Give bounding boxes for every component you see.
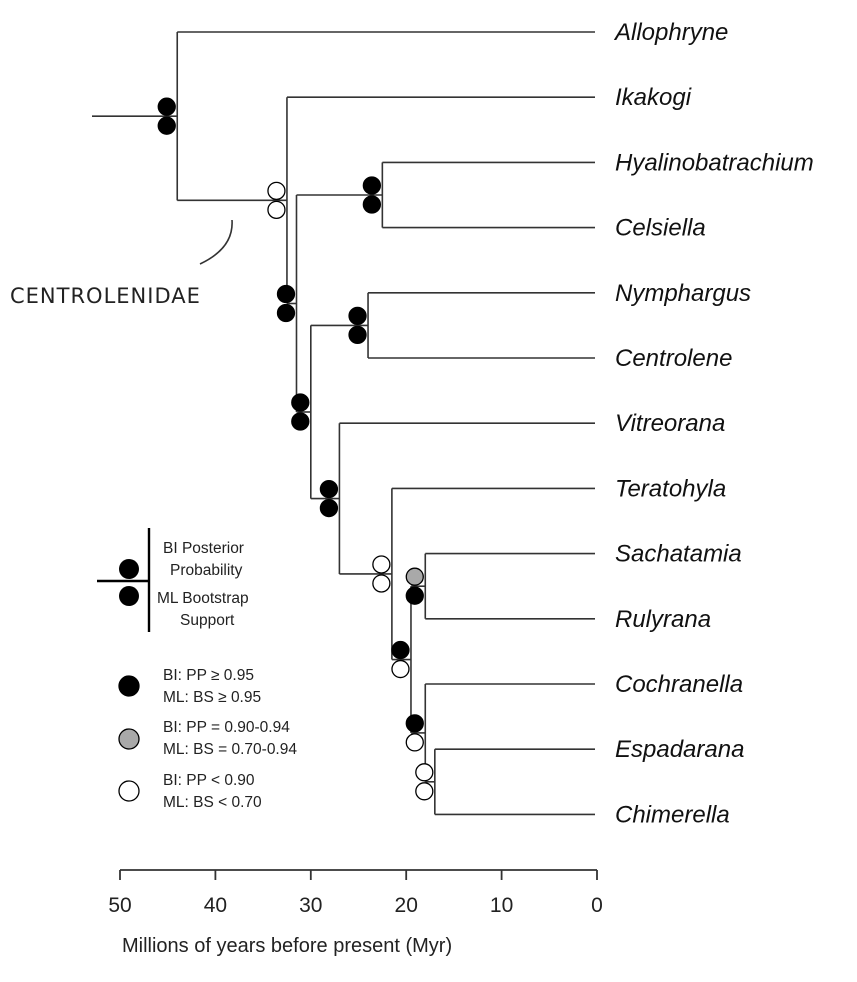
legend-bi-label-1: BI Posterior	[163, 540, 244, 557]
legend-ml-dot	[119, 586, 139, 606]
bi-support-dot-root	[157, 97, 176, 116]
bi-support-dot-n_rest	[291, 393, 310, 412]
axis-tick-label-30: 30	[299, 894, 322, 917]
taxon-label-cochranella: Cochranella	[615, 671, 743, 698]
tree-branches	[92, 31, 595, 816]
axis-tick-label-50: 50	[108, 894, 131, 917]
legend-black-dot	[118, 675, 140, 697]
ml-support-dot-n_vit	[319, 498, 339, 518]
ml-support-dot-n_nym	[348, 325, 367, 345]
time-axis: 50 40 30 20 10 0	[108, 869, 603, 917]
legend-white-dot	[118, 780, 140, 802]
legend-gray-bi: BI: PP = 0.90-0.94	[163, 719, 290, 736]
taxon-label-sachatamia: Sachatamia	[615, 541, 742, 568]
legend-bi-label-2: Probability	[170, 562, 243, 579]
taxon-labels: Allophryne Ikakogi Hyalinobatrachium Celsie…	[613, 19, 814, 828]
bi-support-dot-n_sach	[391, 640, 410, 660]
axis-tick-label-20: 20	[395, 894, 418, 917]
axis-tick-label-0: 0	[591, 894, 603, 917]
taxon-label-celsiella: Celsiella	[615, 215, 706, 242]
axis-tick-label-40: 40	[204, 894, 227, 917]
taxon-label-vitreorana: Vitreorana	[615, 410, 725, 437]
ml-support-dot-n_sr	[405, 586, 424, 605]
bi-support-dot-n_sr	[405, 567, 424, 586]
taxon-label-hyalinobatrachium: Hyalinobatrachium	[615, 149, 814, 176]
ml-support-dot-n_main	[276, 303, 296, 323]
taxon-label-nymphargus: Nymphargus	[615, 280, 751, 307]
legend-bi-dot	[119, 559, 139, 579]
clade-label: CENTROLENIDAE	[10, 284, 201, 308]
centrolenidae-bracket	[199, 219, 233, 265]
bi-support-dot-n_esp	[415, 763, 434, 782]
legend-gray-dot	[118, 728, 140, 750]
ml-support-dot-n_esp	[415, 782, 434, 801]
bi-support-dot-n_main	[276, 284, 296, 304]
taxon-label-teratohyla: Teratohyla	[615, 475, 726, 502]
legend-black-ml: ML: BS ≥ 0.95	[163, 689, 261, 706]
bi-support-dot-centrolenidae	[267, 181, 286, 200]
ml-support-dot-n_tera	[372, 574, 391, 593]
taxon-label-espadarana: Espadarana	[615, 736, 744, 763]
axis-tick-label-10: 10	[490, 894, 513, 917]
ml-support-dot-n_rest	[291, 412, 310, 431]
taxon-label-ikakogi: Ikakogi	[615, 84, 692, 111]
taxon-label-centrolene: Centrolene	[615, 345, 732, 372]
legend-white-ml: ML: BS < 0.70	[163, 794, 262, 811]
bi-support-dot-n_hyal	[362, 176, 382, 195]
legend-gray-ml: ML: BS = 0.70-0.94	[163, 741, 297, 758]
legend-ml-label-2: Support	[180, 612, 235, 629]
bi-support-dot-n_tera	[372, 555, 391, 574]
node-support-dots	[157, 97, 434, 801]
legend-ml-label-1: ML Bootstrap	[157, 590, 249, 607]
ml-support-dot-centrolenidae	[267, 200, 286, 219]
bi-support-dot-n_vit	[319, 479, 339, 499]
ml-support-dot-root	[157, 116, 176, 135]
ml-support-dot-n_coch	[405, 733, 424, 752]
bi-support-dot-n_coch	[405, 714, 424, 733]
legend-white-bi: BI: PP < 0.90	[163, 772, 255, 789]
legend: BI Posterior Probability ML Bootstrap Su…	[97, 528, 297, 811]
bi-support-dot-n_nym	[348, 306, 367, 326]
ml-support-dot-n_hyal	[362, 195, 382, 214]
taxon-label-chimerella: Chimerella	[615, 801, 730, 828]
axis-label: Millions of years before present (Myr)	[122, 935, 452, 957]
ml-support-dot-n_sach	[391, 659, 410, 679]
taxon-label-rulyrana: Rulyrana	[615, 606, 711, 633]
legend-black-bi: BI: PP ≥ 0.95	[163, 667, 254, 684]
taxon-label-allophryne: Allophryne	[613, 19, 728, 46]
